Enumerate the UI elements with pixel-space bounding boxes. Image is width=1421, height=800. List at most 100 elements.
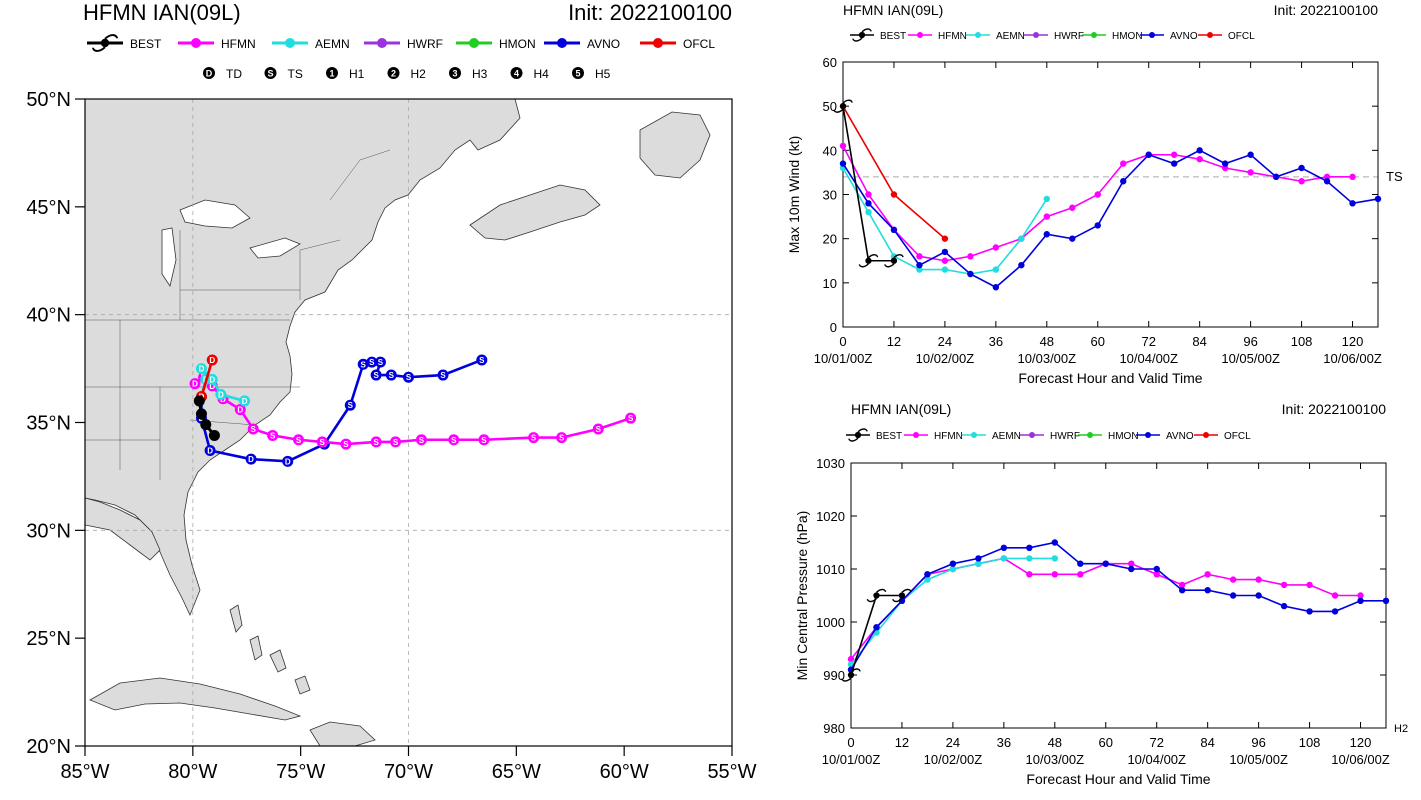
chart-legend-item-hmon: HMON	[1082, 31, 1143, 42]
series-point-hfmn	[1026, 571, 1033, 578]
chart-legend-item-ofcl: OFCL	[1198, 31, 1255, 42]
chart-legend-marker	[1091, 32, 1097, 38]
chart-legend-label: HFMN	[938, 31, 967, 42]
intensity-label-h4: H4	[534, 67, 550, 81]
chart-legend-marker	[1149, 32, 1155, 38]
legend-item-aemn: AEMN	[272, 37, 350, 51]
legend-item-best: BEST	[87, 34, 162, 52]
map-lon-label: 70°W	[384, 761, 433, 783]
series-point-hfmn	[1323, 173, 1331, 181]
y-tick-label: 10	[823, 276, 837, 291]
x-axis-label: Forecast Hour and Valid Time	[1026, 771, 1210, 787]
intensity-legend: D TD S TS 1 H1 2 H2 3 H3 4 H4 5 H5	[203, 67, 611, 81]
series-point-hfmn	[1153, 571, 1160, 578]
track-point-hfmn	[293, 434, 305, 446]
intensity-legend-h3: 3 H3	[449, 67, 488, 81]
x-tick-label: 0	[839, 334, 846, 349]
series-point-hfmn	[1229, 576, 1237, 583]
chart-title: HFMN IAN(09L)	[851, 401, 951, 417]
track-point-best	[193, 395, 205, 407]
map-lat-label: 50°N	[26, 89, 71, 111]
intensity-legend-td: D TD	[203, 67, 242, 81]
track-point-letter: S	[296, 436, 302, 445]
chart-legend-item-hmon: HMON	[1078, 431, 1139, 442]
series-point-avno	[1196, 147, 1203, 154]
track-point-hfmn	[316, 436, 328, 448]
series-point-avno	[949, 560, 957, 567]
chart-legend-item-avno: AVNO	[1136, 431, 1194, 442]
series-point-aemn	[924, 576, 931, 583]
series-point-hfmn	[1255, 576, 1262, 583]
track-point-avno	[204, 445, 216, 457]
x-tick-label: 36	[989, 334, 1003, 349]
track-point-best	[200, 419, 212, 431]
series-point-avno	[873, 624, 880, 631]
series-point-hfmn	[916, 253, 923, 260]
legend-label-avno: AVNO	[587, 37, 620, 51]
map-lon-label: 55°W	[707, 761, 756, 783]
chart-legend: BEST HFMN AEMN HWRF HMON AVNO OFCL	[850, 28, 1255, 42]
series-point-avno	[1128, 565, 1135, 573]
x-date-label: 10/01/00Z	[814, 351, 873, 366]
track-point-letter: S	[628, 414, 634, 423]
series-point-avno	[1298, 164, 1305, 172]
track-point-avno	[344, 399, 356, 411]
intensity-symbol-h2	[387, 67, 400, 79]
track-point-hfmn	[247, 423, 259, 435]
x-tick-label: 96	[1243, 334, 1257, 349]
legend-label-aemn: AEMN	[315, 37, 350, 51]
chart-legend-marker	[1203, 432, 1209, 438]
series-point-avno	[1357, 597, 1364, 604]
series-point-aemn	[890, 253, 898, 260]
chart-legend-label: OFCL	[1224, 431, 1251, 442]
map-lon-label: 85°W	[60, 761, 109, 783]
x-date-label: 10/05/00Z	[1229, 752, 1288, 767]
track-point-letter: S	[481, 436, 487, 445]
x-axis-label: Forecast Hour and Valid Time	[1018, 370, 1202, 386]
series-point-aemn	[992, 266, 1000, 273]
intensity-label-h2: H2	[411, 67, 427, 81]
series-point-hfmn	[865, 191, 872, 198]
chart-legend-item-hwrf: HWRF	[1024, 31, 1084, 42]
track-point-letter: S	[369, 358, 375, 367]
maritimes-landmass	[469, 184, 601, 241]
y-axis-label: Max 10m Wind (kt)	[786, 136, 802, 253]
series-aemn	[839, 164, 1051, 278]
track-point-letter: S	[373, 438, 379, 447]
chart-legend: BEST HFMN AEMN HWRF HMON AVNO OFCL	[846, 428, 1251, 442]
map-gridlines	[85, 99, 732, 746]
chart-legend-marker	[1207, 32, 1213, 38]
x-tick-label: 48	[1040, 334, 1054, 349]
track-point-letter: S	[596, 425, 602, 434]
x-tick-label: 72	[1141, 334, 1155, 349]
chart-legend-label: HWRF	[1050, 431, 1080, 442]
gulf-coast-landmass	[85, 497, 161, 561]
map-tracks: DDDDDDSSSSSSSSSDDDDDSSSSSSSSSSSSSSDDDDDD…	[189, 354, 637, 467]
track-point-hfmn	[448, 434, 460, 446]
series-point-avno	[1043, 231, 1051, 238]
chart-legend-label: HWRF	[1054, 31, 1084, 42]
track-point-hfmn	[189, 378, 201, 390]
map-title: HFMN IAN(09L)	[83, 0, 241, 25]
intensity-symbol-letter: S	[267, 69, 273, 79]
chart-legend-item-best: BEST	[850, 28, 906, 42]
series-point-hfmn	[1357, 592, 1364, 599]
series-point-aemn	[916, 266, 923, 273]
series-point-aemn	[1000, 555, 1008, 562]
chart-legend-item-aemn: AEMN	[962, 431, 1021, 442]
chart-legend-label: AEMN	[992, 431, 1021, 442]
track-point-avno	[370, 369, 382, 381]
series-point-avno	[1306, 608, 1313, 615]
series-point-avno	[967, 270, 974, 278]
series-point-avno	[1069, 235, 1076, 242]
intensity-symbol-h4	[510, 67, 523, 79]
y-tick-label: 1010	[816, 562, 845, 577]
map-init-label: Init: 2022100100	[568, 0, 732, 25]
lake-michigan	[161, 227, 177, 287]
track-point-aemn	[195, 363, 207, 375]
x-tick-label: 48	[1048, 735, 1062, 750]
track-point-aemn	[206, 373, 218, 385]
series-point-hfmn	[1120, 160, 1127, 167]
x-tick-label: 108	[1291, 334, 1313, 349]
track-best	[193, 395, 220, 441]
